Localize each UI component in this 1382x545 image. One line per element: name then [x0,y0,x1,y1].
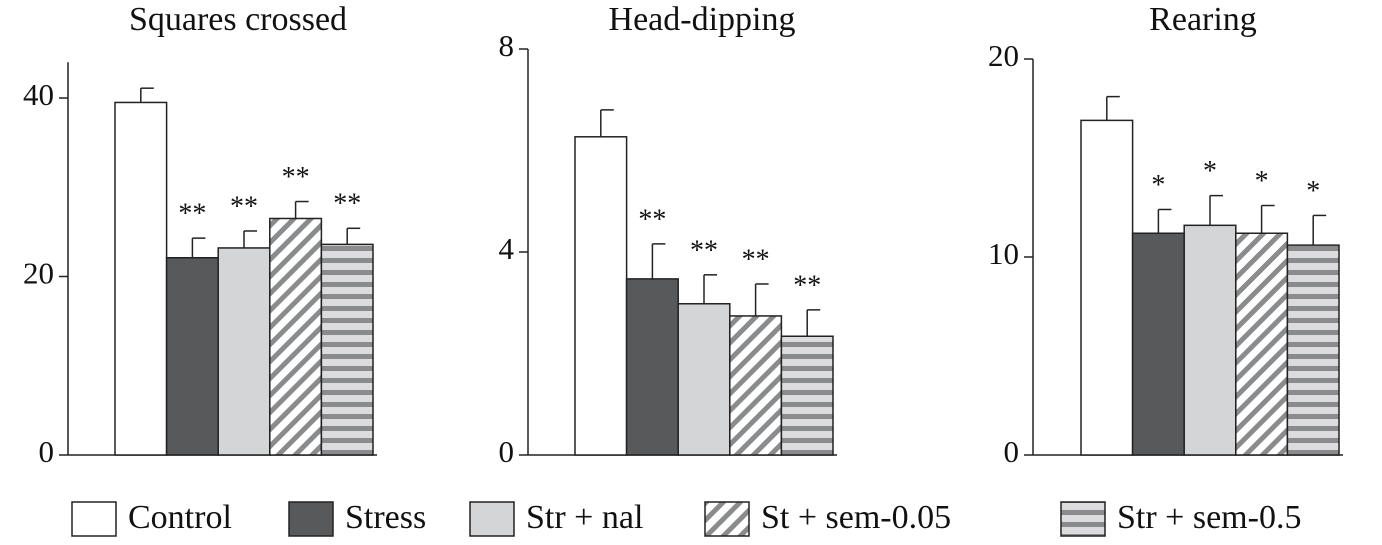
legend-label: Stress [345,499,426,536]
significance: ** [230,191,258,222]
significance: * [1306,176,1320,207]
bar [1286,244,1340,456]
significance: ** [638,204,666,235]
y-tick-label: 40 [23,77,54,112]
legend-swatch [1060,501,1106,537]
legend-label: Str + sem-0.5 [1117,499,1301,536]
significance: ** [282,162,310,193]
bar [729,315,783,456]
bar [1131,232,1185,456]
y-tick-label: 20 [23,256,54,291]
significance: ** [178,199,206,230]
bar [625,278,679,456]
bar [780,335,834,456]
bar [1183,224,1237,456]
chart-title: Squares crossed [129,1,347,38]
y-tick-label: 0 [1004,434,1020,469]
legend-swatch [288,501,334,537]
legend-label: Str + nal [526,499,643,536]
bar [165,257,219,456]
chart-title: Head-dipping [609,1,796,38]
legend-swatch [71,501,117,537]
significance: ** [793,270,821,301]
bar [677,303,731,456]
bar [217,247,271,456]
chart-title: Rearing [1149,1,1257,38]
legend-label: Control [128,499,232,536]
bar [320,243,374,456]
bar [1235,232,1289,456]
legend-swatch [704,501,750,537]
bar [269,217,323,456]
y-tick-label: 8 [499,28,515,63]
y-tick-label: 4 [499,231,515,266]
significance: ** [690,235,718,266]
legend-label: St + sem-0.05 [761,499,951,536]
bar [1080,119,1134,456]
significance: * [1203,156,1217,187]
bar [114,101,168,456]
y-tick-label: 10 [988,236,1019,271]
y-tick-label: 0 [39,434,55,469]
y-tick-label: 0 [499,434,515,469]
significance: * [1255,166,1269,197]
y-tick-label: 20 [988,38,1019,73]
legend-swatch [469,501,515,537]
significance: * [1151,170,1165,201]
significance: ** [333,189,361,220]
significance: ** [742,244,770,275]
bar [574,136,628,456]
